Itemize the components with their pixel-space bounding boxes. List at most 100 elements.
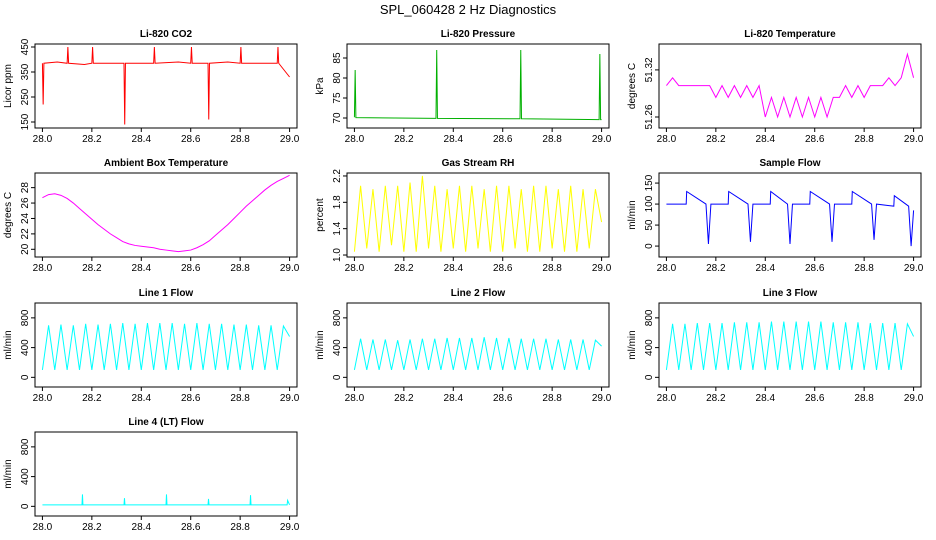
panel-title: Line 2 Flow — [451, 288, 506, 299]
panel: Li-820 CO2 Licor ppm 28.0 28.2 28.4 28.6 28.8 2… — [3, 29, 300, 145]
x-tick-label: 29.0 — [592, 263, 612, 274]
y-tick-label: 0 — [20, 503, 31, 509]
x-tick-label: 29.0 — [592, 134, 612, 145]
x-tick-label: 28.4 — [756, 263, 776, 274]
y-tick-label: 0 — [644, 243, 655, 249]
x-tick-label: 28.2 — [706, 263, 726, 274]
plot-frame — [34, 172, 298, 258]
x-tick-label: 28.8 — [854, 263, 874, 274]
panel-title: Li-820 Temperature — [744, 29, 836, 40]
y-tick-label: 24 — [20, 212, 31, 224]
y-tick-label: 800 — [332, 309, 343, 326]
y-tick-label: 800 — [20, 438, 31, 455]
x-tick-label: 28.0 — [33, 393, 53, 404]
y-tick-label: 75 — [332, 92, 343, 104]
x-tick-label: 28.6 — [181, 393, 201, 404]
x-tick-label: 29.0 — [280, 263, 300, 274]
y-tick-label: 400 — [644, 339, 655, 356]
y-tick-label: 51.26 — [644, 104, 655, 129]
y-tick-label: 20 — [20, 243, 31, 255]
x-tick-label: 28.0 — [33, 522, 53, 533]
y-axis-label: ml/min — [315, 330, 326, 359]
panel-title: Li-820 Pressure — [441, 29, 516, 40]
plot-frame — [346, 43, 610, 129]
y-axis-label: ml/min — [3, 330, 14, 359]
plot-frame — [346, 172, 610, 258]
panel: Gas Stream RH percent 28.0 28.2 28.4 28.6 28.8… — [315, 158, 612, 274]
panel: Sample Flow ml/min 28.0 28.2 28.4 28.6 28.8 29.… — [627, 158, 924, 274]
y-axis-label: degrees C — [627, 63, 638, 109]
panel-title: Line 4 (LT) Flow — [128, 417, 204, 428]
x-tick-label: 28.0 — [33, 134, 53, 145]
x-tick-label: 28.6 — [493, 134, 513, 145]
data-line — [665, 321, 915, 370]
x-tick-label: 28.2 — [394, 263, 414, 274]
x-tick-label: 29.0 — [280, 393, 300, 404]
x-tick-label: 28.4 — [132, 263, 152, 274]
panel: Line 1 Flow ml/min 28.0 28.2 28.4 28.6 28.8 29.… — [3, 288, 300, 404]
figure-title: SPL_060428 2 Hz Diagnostics — [380, 2, 557, 17]
y-tick-label: 350 — [20, 63, 31, 80]
y-axis-label: ml/min — [3, 459, 14, 488]
x-tick-label: 28.6 — [493, 393, 513, 404]
panel: Li-820 Temperature degrees C 28.0 28.2 28.4 2… — [627, 29, 924, 145]
panel: Li-820 Pressure kPa 28.0 28.2 28.4 28.6 28.8 29… — [315, 29, 612, 145]
y-tick-label: 0 — [20, 374, 31, 380]
x-tick-label: 28.0 — [345, 263, 365, 274]
y-tick-label: 51.32 — [644, 57, 655, 82]
y-tick-label: 85 — [332, 52, 343, 64]
x-tick-label: 28.0 — [657, 263, 677, 274]
x-tick-label: 28.6 — [805, 263, 825, 274]
y-tick-label: 80 — [332, 72, 343, 84]
x-tick-label: 28.8 — [542, 134, 562, 145]
y-tick-label: 1.8 — [332, 195, 343, 209]
y-tick-label: 26 — [20, 197, 31, 209]
y-tick-label: 70 — [332, 112, 343, 124]
panel: Line 3 Flow ml/min 28.0 28.2 28.4 28.6 28.8 29.… — [627, 288, 924, 404]
x-tick-label: 28.4 — [756, 134, 776, 145]
x-tick-label: 28.2 — [82, 393, 102, 404]
x-tick-label: 28.4 — [132, 522, 152, 533]
data-line — [41, 46, 290, 125]
panel-title: Gas Stream RH — [442, 158, 515, 169]
x-tick-label: 28.8 — [230, 263, 250, 274]
panel-title: Sample Flow — [759, 158, 820, 169]
x-tick-label: 28.2 — [82, 134, 102, 145]
y-tick-label: 450 — [20, 38, 31, 55]
x-tick-label: 28.0 — [345, 134, 365, 145]
x-tick-label: 28.2 — [706, 134, 726, 145]
y-tick-label: 28 — [20, 182, 31, 194]
y-tick-label: 100 — [644, 195, 655, 212]
x-tick-label: 29.0 — [280, 134, 300, 145]
panel: Ambient Box Temperature degrees C 28.0 28.2… — [3, 158, 300, 274]
y-axis-label: kPa — [315, 77, 326, 95]
panel-title: Ambient Box Temperature — [104, 158, 229, 169]
x-tick-label: 28.8 — [230, 134, 250, 145]
x-tick-label: 28.2 — [82, 263, 102, 274]
plot-frame — [346, 302, 610, 388]
x-tick-label: 29.0 — [904, 393, 924, 404]
x-tick-label: 28.6 — [805, 393, 825, 404]
data-line — [353, 175, 603, 252]
y-tick-label: 400 — [332, 339, 343, 356]
x-tick-label: 28.4 — [132, 134, 152, 145]
data-line — [353, 337, 602, 371]
x-tick-label: 28.0 — [33, 263, 53, 274]
data-line — [666, 52, 915, 119]
x-tick-label: 28.4 — [756, 393, 776, 404]
panel-title: Line 3 Flow — [763, 288, 818, 299]
panel-title: Line 1 Flow — [139, 288, 194, 299]
plot-frame — [658, 172, 922, 258]
y-tick-label: 0 — [644, 374, 655, 380]
x-tick-label: 28.0 — [657, 134, 677, 145]
panel-title: Li-820 CO2 — [140, 29, 193, 40]
y-axis-label: percent — [315, 198, 326, 232]
y-tick-label: 800 — [20, 309, 31, 326]
y-axis-label: Licor ppm — [3, 64, 14, 108]
x-tick-label: 28.8 — [542, 263, 562, 274]
y-tick-label: 400 — [20, 339, 31, 356]
y-tick-label: 150 — [20, 113, 31, 130]
panel: Line 2 Flow ml/min 28.0 28.2 28.4 28.6 28.8 29.… — [315, 288, 612, 404]
